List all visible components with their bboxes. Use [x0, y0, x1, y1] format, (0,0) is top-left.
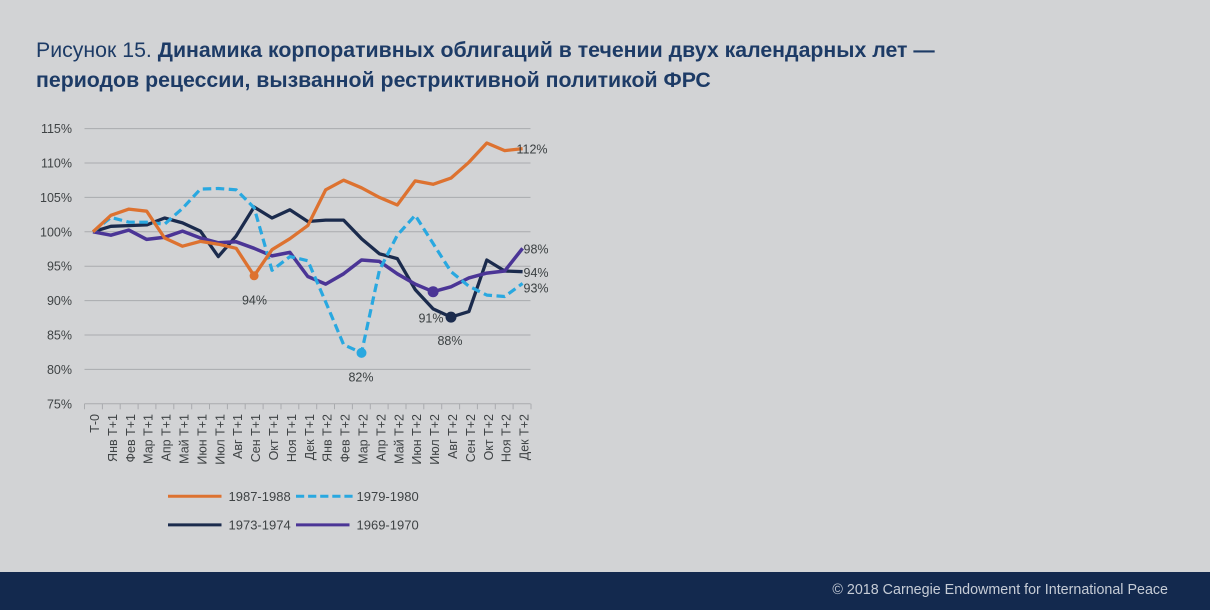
svg-text:Авг Т+1: Авг Т+1	[231, 414, 245, 459]
svg-text:Июн Т+2: Июн Т+2	[410, 414, 424, 465]
svg-text:Окт Т+2: Окт Т+2	[482, 414, 496, 460]
svg-text:110%: 110%	[41, 157, 72, 171]
svg-text:1987-1988: 1987-1988	[229, 489, 291, 504]
svg-text:Авг Т+2: Авг Т+2	[446, 414, 460, 459]
svg-text:85%: 85%	[47, 329, 72, 343]
svg-text:Мар Т+2: Мар Т+2	[357, 414, 371, 464]
svg-text:1979-1980: 1979-1980	[357, 489, 419, 504]
svg-text:Июн Т+1: Июн Т+1	[195, 414, 209, 465]
svg-text:Дек Т+1: Дек Т+1	[303, 414, 317, 460]
svg-text:Апр Т+2: Апр Т+2	[374, 414, 388, 461]
svg-text:91%: 91%	[418, 312, 443, 326]
svg-text:82%: 82%	[348, 371, 373, 385]
svg-text:93%: 93%	[524, 282, 549, 296]
svg-text:94%: 94%	[242, 294, 267, 308]
svg-text:95%: 95%	[47, 260, 72, 274]
svg-text:Окт Т+1: Окт Т+1	[267, 414, 281, 460]
svg-text:Янв Т+1: Янв Т+1	[106, 414, 120, 462]
svg-text:Т-0: Т-0	[88, 414, 102, 433]
svg-text:100%: 100%	[40, 225, 72, 239]
svg-text:Мар Т+1: Мар Т+1	[142, 414, 156, 464]
svg-text:90%: 90%	[47, 294, 72, 308]
svg-text:Май Т+1: Май Т+1	[178, 414, 192, 464]
svg-text:Июл Т+2: Июл Т+2	[428, 414, 442, 465]
svg-text:112%: 112%	[517, 143, 548, 157]
svg-text:1973-1974: 1973-1974	[229, 518, 291, 533]
svg-text:94%: 94%	[524, 266, 549, 280]
svg-text:98%: 98%	[524, 243, 549, 257]
svg-text:88%: 88%	[437, 334, 462, 348]
svg-text:Фев Т+2: Фев Т+2	[339, 414, 353, 463]
svg-text:Июл Т+1: Июл Т+1	[213, 414, 227, 465]
svg-text:Фев Т+1: Фев Т+1	[124, 414, 138, 463]
svg-text:Янв Т+2: Янв Т+2	[321, 414, 335, 462]
svg-text:1969-1970: 1969-1970	[357, 518, 419, 533]
svg-text:75%: 75%	[47, 397, 72, 411]
svg-text:Дек Т+2: Дек Т+2	[518, 414, 532, 460]
svg-text:Сен Т+1: Сен Т+1	[249, 414, 263, 462]
svg-text:105%: 105%	[40, 191, 72, 205]
svg-text:80%: 80%	[47, 363, 72, 377]
svg-text:Сен Т+2: Сен Т+2	[464, 414, 478, 462]
svg-text:Апр Т+1: Апр Т+1	[160, 414, 174, 461]
svg-text:115%: 115%	[41, 122, 72, 136]
svg-text:Май Т+2: Май Т+2	[392, 414, 406, 464]
svg-text:Ноя Т+2: Ноя Т+2	[500, 414, 514, 462]
svg-text:Ноя Т+1: Ноя Т+1	[285, 414, 299, 462]
